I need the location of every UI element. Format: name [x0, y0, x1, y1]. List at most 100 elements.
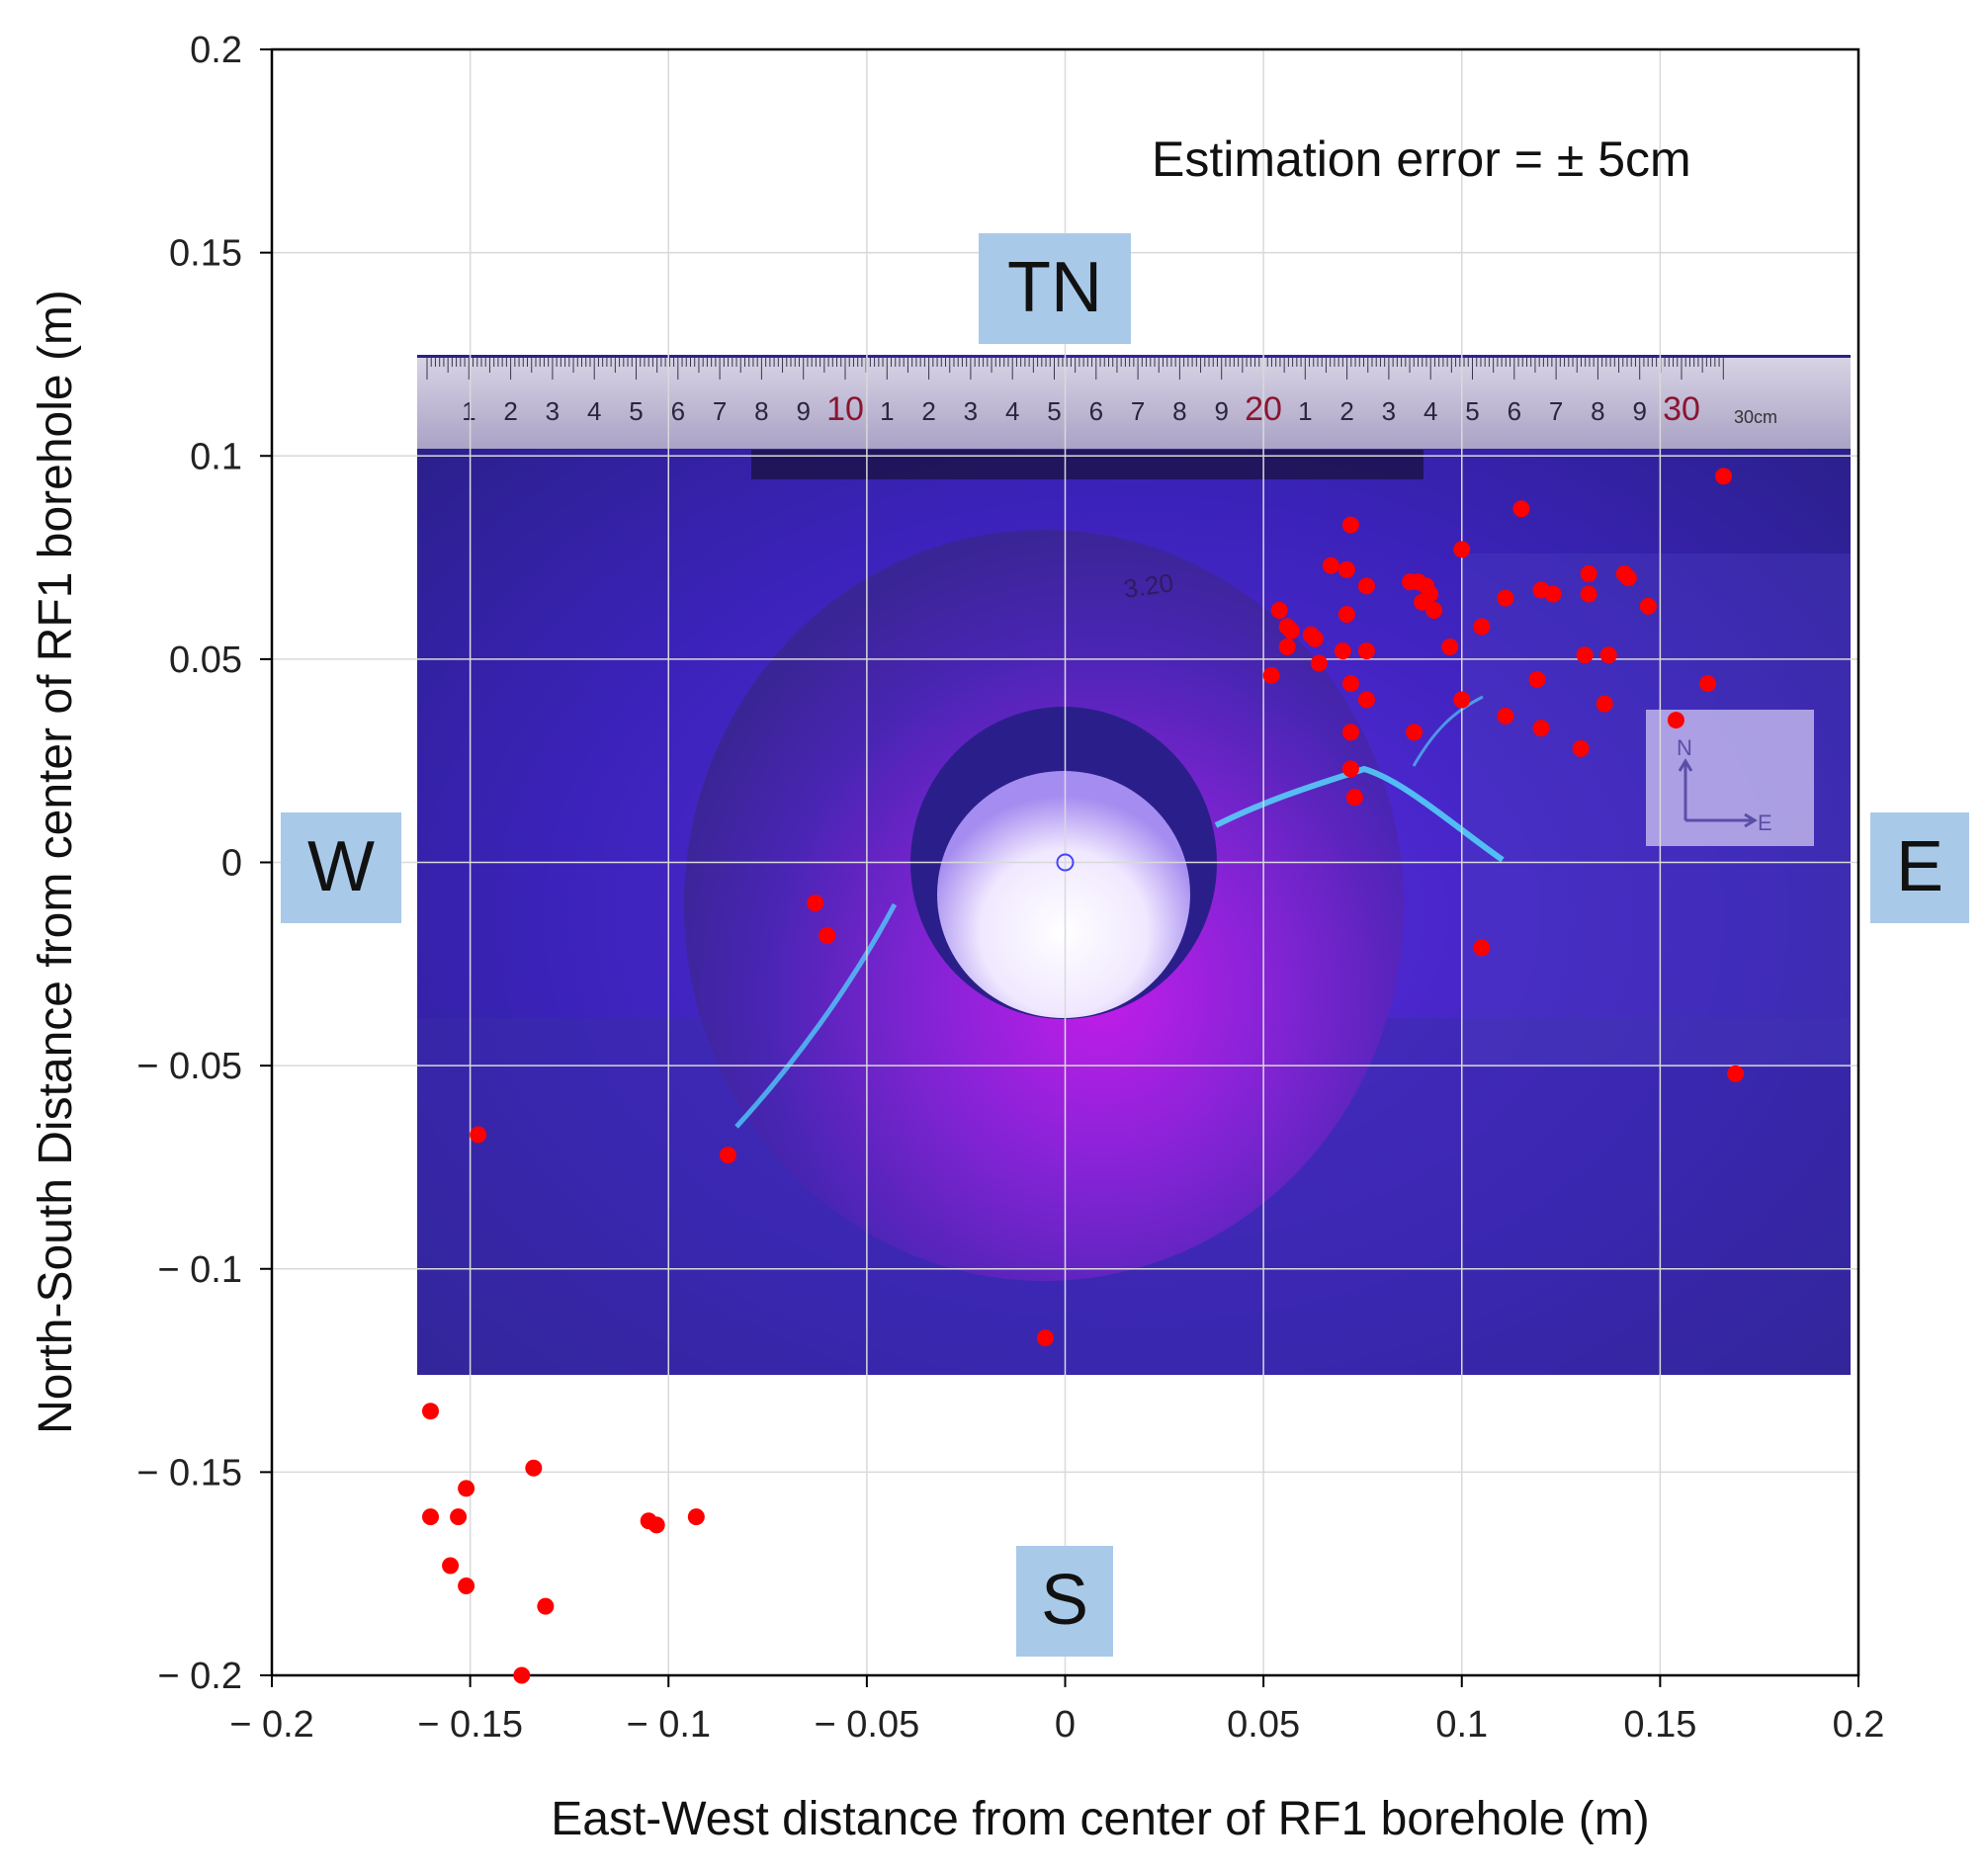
data-point — [450, 1508, 468, 1526]
data-point — [1512, 500, 1530, 518]
data-point — [1425, 602, 1443, 620]
ruler-number: 3 — [1382, 396, 1396, 426]
data-point — [1036, 1329, 1054, 1347]
data-point — [1619, 569, 1637, 587]
ruler-number: 9 — [1632, 396, 1646, 426]
data-point — [1453, 541, 1471, 558]
ruler-number: 8 — [1591, 396, 1604, 426]
x-tick-label: − 0.2 — [229, 1704, 314, 1746]
data-point — [819, 927, 836, 945]
ruler — [417, 358, 1851, 449]
x-axis-title: East-West distance from center of RF1 bo… — [551, 1793, 1650, 1845]
ruler-number: 2 — [1339, 396, 1353, 426]
y-axis-title: North-South Distance from center of RF1 … — [30, 290, 82, 1434]
data-point — [1357, 577, 1375, 595]
data-point — [1544, 585, 1562, 603]
data-point — [1532, 720, 1550, 737]
x-tick-label: 0.1 — [1435, 1704, 1488, 1746]
ruler-number: 7 — [713, 396, 727, 426]
data-point — [1357, 642, 1375, 660]
data-point — [1341, 760, 1359, 778]
y-tick-label: − 0.15 — [136, 1452, 242, 1493]
axis-ticks — [260, 48, 1859, 1687]
data-points — [422, 468, 1745, 1684]
y-tick-label: 0.2 — [190, 30, 242, 71]
x-tick-label: 0 — [1055, 1704, 1076, 1746]
data-point — [422, 1508, 439, 1526]
data-point — [1599, 646, 1617, 664]
ruler-number: 30 — [1663, 390, 1700, 428]
direction-label-north: TN — [979, 233, 1131, 344]
y-tick-label: − 0.2 — [157, 1656, 242, 1697]
data-point — [1596, 695, 1613, 713]
data-point — [1639, 597, 1657, 615]
data-point — [1441, 639, 1459, 656]
data-point — [1278, 639, 1296, 656]
direction-label-north-text: TN — [1007, 248, 1102, 327]
borehole-center-marker — [1056, 853, 1075, 872]
data-point — [1715, 468, 1733, 485]
ruler-number: 5 — [1465, 396, 1479, 426]
ruler-number: 9 — [796, 396, 810, 426]
ruler-number: 7 — [1549, 396, 1563, 426]
ruler-number: 8 — [1172, 396, 1186, 426]
data-point — [1497, 707, 1514, 725]
x-tick-label: − 0.1 — [626, 1704, 711, 1746]
data-point — [1337, 560, 1355, 578]
direction-label-west-text: W — [307, 827, 375, 906]
data-point — [1727, 1065, 1745, 1082]
data-point — [1341, 724, 1359, 741]
ruler-number: 8 — [754, 396, 768, 426]
core-photo: 1 2 3 4 5 6 7 8 9 10 1 2 3 4 5 6 7 8 9 20 1 2 3 4 5 6 7 8 9 30 30cm 3… — [417, 355, 1851, 1375]
data-point — [458, 1578, 475, 1595]
data-point — [807, 895, 824, 912]
data-point — [1357, 691, 1375, 709]
data-point — [1310, 654, 1328, 672]
ruler-number: 1 — [880, 396, 894, 426]
data-point — [1306, 630, 1324, 647]
data-point — [647, 1516, 665, 1534]
core-label: 3.20 — [1122, 567, 1175, 604]
data-point — [1473, 618, 1491, 636]
x-tick-labels: − 0.2 − 0.15 − 0.1 − 0.05 0 0.05 0.1 0.15 0.2 — [229, 1704, 1884, 1746]
data-point — [1337, 606, 1355, 624]
ruler-number: 7 — [1131, 396, 1145, 426]
data-point — [1262, 666, 1280, 684]
ruler-number: 4 — [1423, 396, 1437, 426]
x-tick-label: − 0.15 — [417, 1704, 523, 1746]
direction-label-east-text: E — [1896, 827, 1943, 906]
data-point — [442, 1557, 460, 1575]
ruler-number: 9 — [1214, 396, 1228, 426]
data-point — [1497, 589, 1514, 607]
ruler-number: 1 — [1298, 396, 1312, 426]
data-point — [1341, 516, 1359, 534]
data-point — [458, 1480, 475, 1497]
y-tick-label: − 0.05 — [136, 1046, 242, 1087]
x-tick-label: − 0.05 — [815, 1704, 920, 1746]
ruler-number: 4 — [1005, 396, 1019, 426]
data-point — [1576, 646, 1594, 664]
y-tick-label: 0.15 — [169, 233, 242, 275]
data-point — [687, 1508, 705, 1526]
direction-label-west: W — [281, 812, 401, 923]
x-tick-label: 0.05 — [1227, 1704, 1300, 1746]
ruler-number: 2 — [503, 396, 517, 426]
data-point — [1580, 585, 1597, 603]
x-tick-label: 0.2 — [1833, 1704, 1885, 1746]
ruler-number: 10 — [826, 390, 864, 428]
data-point — [719, 1147, 736, 1164]
ruler-number: 3 — [546, 396, 560, 426]
data-point — [1580, 565, 1597, 583]
data-point — [1334, 642, 1351, 660]
data-point — [470, 1126, 487, 1144]
ruler-number: 6 — [671, 396, 685, 426]
ruler-number: 6 — [1089, 396, 1103, 426]
data-point — [1667, 712, 1684, 729]
data-point — [1270, 602, 1288, 620]
data-point — [1453, 691, 1471, 709]
data-point — [1406, 724, 1423, 741]
direction-label-south-text: S — [1041, 1561, 1088, 1640]
y-tick-label: 0.05 — [169, 640, 242, 681]
y-tick-label: − 0.1 — [157, 1249, 242, 1291]
